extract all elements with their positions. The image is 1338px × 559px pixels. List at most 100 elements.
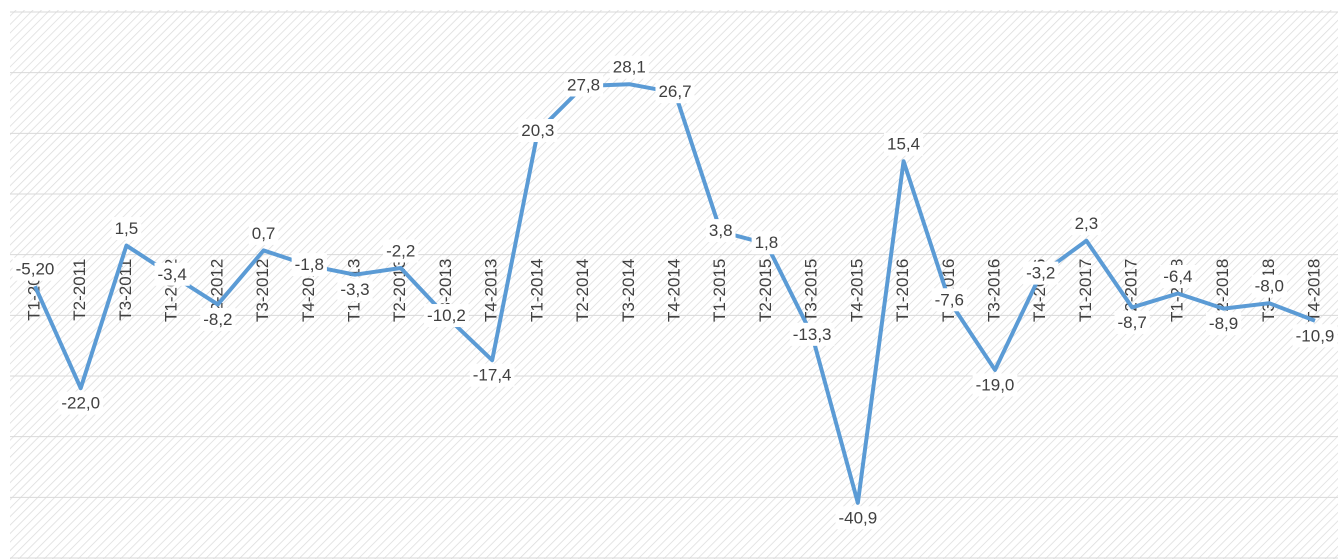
- data-label-box: [200, 307, 236, 331]
- data-label-text: -8,2: [203, 310, 232, 329]
- data-label-box: [1071, 212, 1102, 236]
- data-label-box: [12, 257, 58, 281]
- data-label-box: [1114, 310, 1150, 334]
- data-label-box: [248, 221, 279, 245]
- x-tick-label: T2-2012: [207, 259, 226, 322]
- x-tick-label: T2-2014: [573, 259, 592, 322]
- x-tick-label: T4-2013: [482, 259, 501, 322]
- data-label-box: [1160, 264, 1196, 288]
- data-label: 15,4: [884, 132, 924, 156]
- x-tick-label: T4-2018: [1304, 259, 1323, 322]
- data-label-box: [1205, 312, 1242, 336]
- data-label-box: [424, 304, 469, 328]
- data-label-text: -2,2: [386, 241, 415, 260]
- data-label: -40,9: [835, 506, 881, 530]
- data-label-text: 20,3: [521, 121, 554, 140]
- data-label-box: [972, 373, 1018, 397]
- data-label-box: [469, 363, 515, 387]
- data-label-box: [609, 55, 649, 79]
- x-tick-label: T1-2014: [527, 259, 546, 322]
- data-label-text: 3,8: [709, 221, 733, 240]
- data-label-text: -19,0: [976, 375, 1015, 394]
- data-label: -8,0: [1251, 274, 1287, 298]
- data-label-box: [383, 239, 419, 263]
- data-label-box: [789, 322, 835, 346]
- data-label-box: [884, 132, 924, 156]
- data-label-text: 0,7: [252, 224, 276, 243]
- data-label-text: 2,3: [1075, 214, 1099, 233]
- x-tick-label: T4-2014: [664, 259, 683, 322]
- data-label: -19,0: [972, 373, 1018, 397]
- data-label-box: [291, 253, 327, 277]
- data-label-text: 1,8: [755, 233, 779, 252]
- data-label-box: [705, 219, 736, 243]
- x-tick-label: T3-2015: [802, 259, 821, 322]
- data-label: -22,0: [58, 391, 104, 415]
- data-label-box: [1251, 274, 1287, 298]
- data-label-text: 28,1: [613, 58, 646, 77]
- data-label: -8,7: [1114, 310, 1150, 334]
- data-label: -8,9: [1205, 312, 1242, 336]
- data-label-box: [655, 80, 695, 104]
- data-label: -6,4: [1160, 264, 1196, 288]
- data-label-text: -13,3: [793, 325, 832, 344]
- data-label-text: -8,0: [1255, 277, 1284, 296]
- data-label-text: 27,8: [567, 75, 600, 94]
- data-label: -10,9: [1292, 324, 1338, 348]
- data-label: 28,1: [609, 55, 649, 79]
- data-label: 20,3: [518, 118, 558, 142]
- x-tick-label: T4-2015: [847, 259, 866, 322]
- x-tick-label: T1-2015: [710, 259, 729, 322]
- data-label-text: 15,4: [887, 135, 920, 154]
- data-label-text: -3,2: [1026, 264, 1055, 283]
- x-tick-label: T1-2016: [893, 259, 912, 322]
- data-label-text: 26,7: [658, 82, 691, 101]
- x-tick-label: T3-2012: [253, 259, 272, 322]
- data-label: 2,3: [1071, 212, 1102, 236]
- data-label-box: [835, 506, 881, 530]
- x-tick-label: T3-2011: [116, 259, 135, 321]
- data-label-text: -3,4: [157, 265, 186, 284]
- data-label-text: -10,9: [1296, 326, 1335, 345]
- data-label-box: [931, 288, 967, 312]
- data-label: 3,8: [705, 219, 736, 243]
- data-label: 26,7: [655, 80, 695, 104]
- data-label: -1,8: [291, 253, 327, 277]
- x-tick-label: T3-2016: [984, 259, 1003, 322]
- data-label: -13,3: [789, 322, 835, 346]
- data-label: -3,3: [337, 278, 373, 302]
- data-label-box: [564, 73, 604, 97]
- data-label-text: -22,0: [61, 394, 100, 413]
- data-label-box: [58, 391, 104, 415]
- data-label-box: [751, 231, 782, 255]
- data-label-text: -40,9: [838, 508, 877, 527]
- data-label-box: [111, 217, 142, 241]
- data-label-text: -8,7: [1117, 313, 1146, 332]
- data-label: -2,2: [383, 239, 419, 263]
- data-label-text: -17,4: [473, 366, 512, 385]
- data-label: 27,8: [564, 73, 604, 97]
- data-label-box: [518, 118, 558, 142]
- data-label-text: -5,20: [16, 260, 55, 279]
- data-label-text: -1,8: [295, 255, 324, 274]
- data-label: -7,6: [931, 288, 967, 312]
- x-tick-label: T3-2014: [619, 259, 638, 322]
- x-tick-label: T2-2011: [70, 259, 89, 321]
- data-label: 1,5: [111, 217, 142, 241]
- data-label: 0,7: [248, 221, 279, 245]
- data-label-text: 1,5: [115, 219, 139, 238]
- x-tick-label: T1-2017: [1076, 259, 1095, 322]
- data-label: -5,20: [12, 257, 58, 281]
- data-label: -3,2: [1023, 261, 1059, 285]
- data-label-text: -3,3: [340, 280, 369, 299]
- data-label: -8,2: [200, 307, 236, 331]
- data-label-box: [1292, 324, 1338, 348]
- data-label: 1,8: [751, 231, 782, 255]
- x-tick-label: T2-2015: [756, 259, 775, 322]
- data-label-box: [1023, 261, 1059, 285]
- data-label-box: [337, 278, 373, 302]
- data-label-text: -6,4: [1163, 267, 1192, 286]
- data-label-text: -7,6: [935, 290, 964, 309]
- data-label: -3,4: [154, 262, 190, 286]
